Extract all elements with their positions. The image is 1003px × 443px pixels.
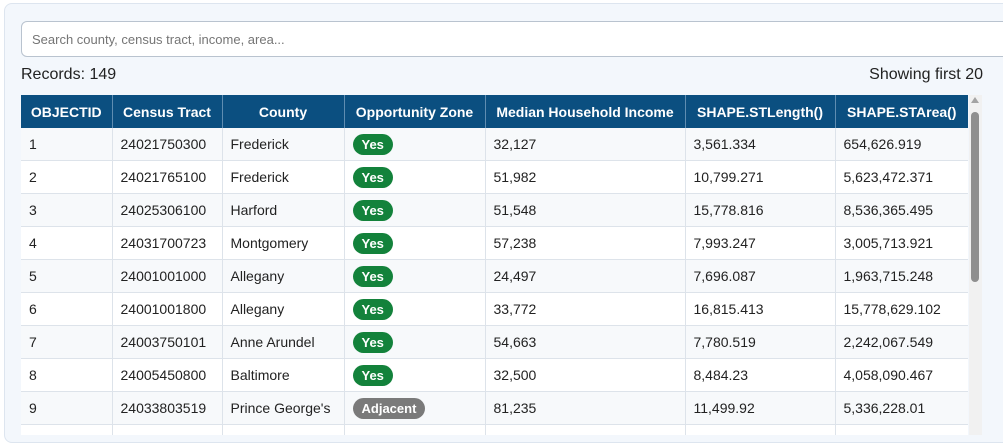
cell-opportunity-zone: Yes xyxy=(344,193,486,227)
cell-county: Allegany xyxy=(222,292,345,326)
opportunity-zone-badge: Yes xyxy=(352,265,393,287)
table-row[interactable]: 1 24021750300 Frederick Yes 32,127 3,561… xyxy=(21,128,968,161)
cell-census-tract: 24025306100 xyxy=(112,193,223,227)
cell-shape-stlength: 7,696.087 xyxy=(685,259,836,293)
table-row[interactable]: 9 24033803519 Prince George's Adjacent 8… xyxy=(21,391,968,425)
cell-opportunity-zone: Yes xyxy=(344,292,486,326)
opportunity-zone-badge: Yes xyxy=(352,232,393,254)
opportunity-zone-badge: Yes xyxy=(352,298,393,320)
results-table: OBJECTID Census Tract County Opportunity… xyxy=(21,95,968,435)
cell-census-tract: 24021750300 xyxy=(112,128,223,161)
table-row[interactable]: 3 24025306100 Harford Yes 51,548 15,778.… xyxy=(21,193,968,227)
cell-county: Prince George's xyxy=(222,391,345,425)
cell-objectid: 7 xyxy=(21,325,113,359)
column-header-opportunity-zone[interactable]: Opportunity Zone xyxy=(344,95,486,128)
cell-median-household-income: 24,497 xyxy=(485,259,686,293)
cell-shape-stlength: 10,799.271 xyxy=(685,160,836,194)
column-header-objectid[interactable]: OBJECTID xyxy=(21,95,113,128)
column-header-shape-stlength[interactable]: SHAPE.STLength() xyxy=(685,95,836,128)
column-header-census-tract[interactable]: Census Tract xyxy=(112,95,223,128)
cell-shape-stlength: 15,778.816 xyxy=(685,193,836,227)
cell-shape-starea: 2,242,067.549 xyxy=(835,325,968,359)
cell-shape-stlength: 8,484.23 xyxy=(685,358,836,392)
opportunity-zone-badge: Adjacent xyxy=(352,397,426,419)
cell-median-household-income: 32,500 xyxy=(485,358,686,392)
cell-shape-stlength: 3,561.334 xyxy=(685,128,836,161)
cell-shape-stlength: 7,780.519 xyxy=(685,325,836,359)
opportunity-zone-badge: Yes xyxy=(352,364,393,386)
cell-objectid: 6 xyxy=(21,292,113,326)
column-header-median-household-income[interactable]: Median Household Income xyxy=(485,95,686,128)
table-row[interactable]: 7 24003750101 Anne Arundel Yes 54,663 7,… xyxy=(21,325,968,359)
opportunity-zone-badge: Yes xyxy=(352,331,393,353)
cell-median-household-income: 51,548 xyxy=(485,193,686,227)
column-header-county[interactable]: County xyxy=(222,95,345,128)
cell-shape-stlength: 7,993.247 xyxy=(685,226,836,260)
opportunity-zone-badge: Yes xyxy=(352,166,393,188)
search-input[interactable] xyxy=(21,21,1003,57)
cell-shape-starea: 5,623,472.371 xyxy=(835,160,968,194)
cell-median-household-income: 54,663 xyxy=(485,325,686,359)
cell-opportunity-zone: Yes xyxy=(344,128,486,161)
cell-county: Harford xyxy=(222,193,345,227)
cell-objectid: 5 xyxy=(21,259,113,293)
showing-count: Showing first 20 xyxy=(869,66,983,83)
column-header-shape-starea[interactable]: SHAPE.STArea() xyxy=(835,95,968,128)
table-row[interactable]: 6 24001001800 Allegany Yes 33,772 16,815… xyxy=(21,292,968,326)
cell-median-household-income: 57,238 xyxy=(485,226,686,260)
cell-county: Anne Arundel xyxy=(222,325,345,359)
table-scrollbar[interactable] xyxy=(969,95,982,435)
table-row[interactable]: 5 24001001000 Allegany Yes 24,497 7,696.… xyxy=(21,259,968,293)
cell-shape-stlength: 11,499.92 xyxy=(685,391,836,425)
cell-objectid: 9 xyxy=(21,391,113,425)
cell-census-tract: 24001001800 xyxy=(112,292,223,326)
opportunity-zone-badge: Yes xyxy=(352,199,393,221)
cell-census-tract: 24021765100 xyxy=(112,160,223,194)
results-table-container: OBJECTID Census Tract County Opportunity… xyxy=(21,95,968,435)
cell-shape-starea: 1,963,715.248 xyxy=(835,259,968,293)
cell-objectid: 4 xyxy=(21,226,113,260)
cell-opportunity-zone: Yes xyxy=(344,259,486,293)
cell-opportunity-zone: Yes xyxy=(344,226,486,260)
cell-shape-starea: 8,536,365.495 xyxy=(835,193,968,227)
cell-census-tract: 24003750101 xyxy=(112,325,223,359)
cell-census-tract: 24001001000 xyxy=(112,259,223,293)
scroll-up-arrow-icon[interactable] xyxy=(971,97,979,103)
cell-objectid: 1 xyxy=(21,128,113,161)
cell-median-household-income: 33,772 xyxy=(485,292,686,326)
cell-opportunity-zone: Adjacent xyxy=(344,391,486,425)
cell-shape-starea: 15,778,629.102 xyxy=(835,292,968,326)
table-row[interactable]: 4 24031700723 Montgomery Yes 57,238 7,99… xyxy=(21,226,968,260)
cell-county: Frederick xyxy=(222,128,345,161)
cell-median-household-income: 81,235 xyxy=(485,391,686,425)
cell-objectid: 3 xyxy=(21,193,113,227)
cell-median-household-income: 32,127 xyxy=(485,128,686,161)
cell-opportunity-zone: Yes xyxy=(344,160,486,194)
table-row[interactable]: 8 24005450800 Baltimore Yes 32,500 8,484… xyxy=(21,358,968,392)
cell-shape-starea: 654,626.919 xyxy=(835,128,968,161)
cell-opportunity-zone: Yes xyxy=(344,358,486,392)
cell-shape-starea: 3,005,713.921 xyxy=(835,226,968,260)
records-count: Records: 149 xyxy=(21,66,117,83)
cell-county: Allegany xyxy=(222,259,345,293)
cell-county: Baltimore xyxy=(222,358,345,392)
table-header-row: OBJECTID Census Tract County Opportunity… xyxy=(21,95,968,128)
cell-shape-starea: 5,336,228.01 xyxy=(835,391,968,425)
opportunity-zone-badge: Yes xyxy=(352,133,393,155)
cell-census-tract: 24031700723 xyxy=(112,226,223,260)
cell-objectid: 2 xyxy=(21,160,113,194)
table-row[interactable]: 2 24021765100 Frederick Yes 51,982 10,79… xyxy=(21,160,968,194)
cell-shape-stlength: 16,815.413 xyxy=(685,292,836,326)
cell-opportunity-zone: Yes xyxy=(344,325,486,359)
cell-shape-starea: 4,058,090.467 xyxy=(835,358,968,392)
cell-county: Montgomery xyxy=(222,226,345,260)
scrollbar-thumb[interactable] xyxy=(971,112,979,282)
cell-census-tract: 24005450800 xyxy=(112,358,223,392)
cell-county: Frederick xyxy=(222,160,345,194)
cell-median-household-income: 51,982 xyxy=(485,160,686,194)
cell-census-tract: 24033803519 xyxy=(112,391,223,425)
cell-objectid: 8 xyxy=(21,358,113,392)
